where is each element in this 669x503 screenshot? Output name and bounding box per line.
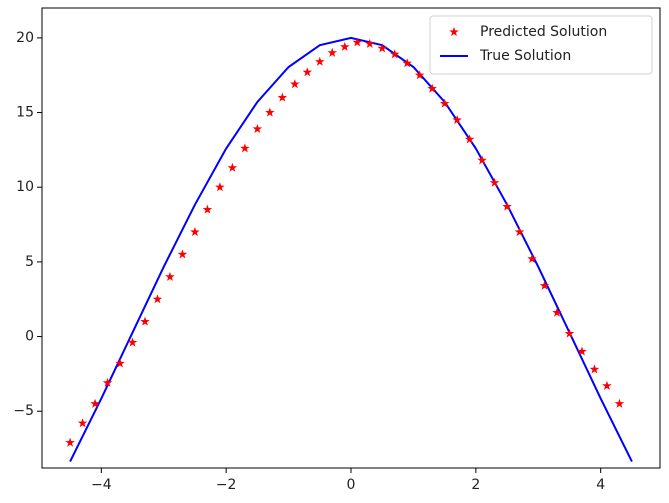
x-tick-label: 2 <box>471 477 480 493</box>
y-tick-label: 10 <box>16 179 34 195</box>
predicted-point <box>489 177 500 187</box>
predicted-point <box>527 253 537 263</box>
predicted-point <box>364 38 375 48</box>
plot-frame <box>41 7 661 469</box>
predicted-point <box>140 316 150 326</box>
predicted-point <box>102 377 113 387</box>
predicted-point <box>564 328 575 338</box>
predicted-point <box>477 155 487 165</box>
legend-label: True Solution <box>479 48 571 64</box>
predicted-point <box>127 337 138 347</box>
predicted-point <box>165 271 175 281</box>
x-tick-label: 4 <box>596 477 605 493</box>
predicted-point <box>290 79 300 89</box>
predicted-point <box>177 249 188 259</box>
predicted-point <box>439 98 450 108</box>
predicted-point <box>252 123 263 134</box>
predicted-point <box>414 70 425 80</box>
y-tick-label: 15 <box>16 105 34 121</box>
predicted-point <box>327 47 338 57</box>
y-tick-label: −5 <box>13 403 34 419</box>
predicted-point <box>402 58 412 68</box>
predicted-point <box>240 143 250 153</box>
predicted-point <box>77 418 88 428</box>
predicted-point <box>427 83 437 93</box>
predicted-point <box>215 182 225 192</box>
x-tick-label: −2 <box>216 477 237 493</box>
predicted-point <box>265 107 275 117</box>
legend-star <box>449 27 459 37</box>
predicted-point <box>389 49 400 59</box>
predicted-point <box>90 398 100 408</box>
predicted-point <box>152 294 163 304</box>
predicted-point <box>315 56 325 66</box>
predicted-point <box>577 346 587 356</box>
predicted-point <box>377 43 387 53</box>
predicted-point <box>190 227 200 237</box>
predicted-point <box>589 364 600 374</box>
true-solution-line <box>69 36 633 463</box>
legend-label: Predicted Solution <box>480 24 607 40</box>
y-tick-label: 0 <box>25 329 34 345</box>
predicted-point <box>227 162 238 172</box>
predicted-point <box>552 307 562 317</box>
predicted-point <box>115 358 125 368</box>
predicted-point <box>514 227 525 237</box>
predicted-point <box>340 41 350 51</box>
predicted-point <box>502 201 512 211</box>
predicted-point <box>464 134 475 144</box>
predicted-point <box>202 204 213 214</box>
predicted-point <box>539 280 550 290</box>
predicted-point <box>452 115 462 125</box>
y-tick-label: 5 <box>25 254 34 270</box>
predicted-point <box>602 380 612 390</box>
predicted-point <box>302 67 313 77</box>
predicted-point <box>352 37 362 47</box>
predicted-point <box>614 398 625 408</box>
predicted-point <box>277 92 288 102</box>
y-tick-label: 20 <box>16 30 34 46</box>
legend-box <box>429 15 653 75</box>
x-tick-label: −4 <box>91 477 112 493</box>
predicted-point <box>65 437 75 447</box>
x-tick-label: 0 <box>347 477 356 493</box>
